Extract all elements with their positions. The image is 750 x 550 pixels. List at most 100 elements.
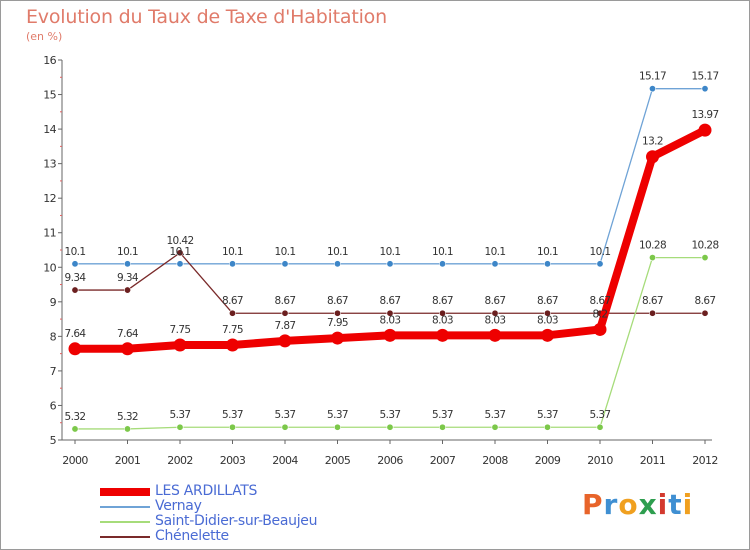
legend-item-chenelette[interactable]: Chénelette <box>100 529 317 544</box>
data-label: 10.1 <box>65 246 86 258</box>
data-point <box>386 260 394 268</box>
data-label: 9.34 <box>65 272 87 284</box>
data-point <box>541 328 554 342</box>
data-label: 8.03 <box>380 314 401 326</box>
proxiti-logo: Proxiti <box>582 488 693 521</box>
x-tick-label: 2005 <box>325 454 351 467</box>
data-label: 10.1 <box>590 246 611 258</box>
data-label: 8.67 <box>432 295 453 307</box>
data-point <box>68 342 82 356</box>
data-point <box>386 423 394 431</box>
data-label: 7.87 <box>275 320 296 332</box>
x-tick-label: 2009 <box>535 454 561 467</box>
data-point <box>281 260 289 268</box>
data-point <box>701 254 709 262</box>
data-point <box>229 423 237 431</box>
data-point <box>648 85 656 93</box>
y-tick-label: 16 <box>43 54 56 67</box>
data-point <box>648 254 656 262</box>
data-label: 8.03 <box>432 314 453 326</box>
data-label: 5.37 <box>485 409 506 421</box>
y-tick-label: 13 <box>43 158 56 171</box>
data-label: 7.75 <box>170 324 191 336</box>
data-label: 8.67 <box>222 295 243 307</box>
data-point <box>543 260 551 268</box>
legend-swatch-les-ardillats <box>100 487 150 496</box>
legend-item-les-ardillats[interactable]: LES ARDILLATS <box>100 484 317 499</box>
logo-letter: P <box>582 488 604 521</box>
data-label: 15.17 <box>691 71 718 83</box>
data-point <box>121 342 134 356</box>
y-tick-label: 10 <box>43 261 56 274</box>
data-point <box>436 328 449 342</box>
data-point <box>173 338 187 352</box>
data-label: 5.32 <box>65 411 86 423</box>
data-point <box>543 309 551 317</box>
data-point <box>226 338 239 352</box>
y-tick-label: 7 <box>50 365 57 378</box>
data-label: 10.1 <box>170 246 191 258</box>
data-label: 10.1 <box>485 246 506 258</box>
logo-letter: r <box>603 488 619 521</box>
legend-item-vernay[interactable]: Vernay <box>100 499 317 514</box>
data-label: 10.28 <box>691 240 718 252</box>
data-point <box>701 309 709 317</box>
data-label: 8.67 <box>695 295 716 307</box>
logo-letter: x <box>638 488 658 521</box>
data-label: 8.67 <box>590 295 611 307</box>
data-point <box>383 328 397 342</box>
data-label: 10.1 <box>380 246 401 258</box>
x-tick-label: 2012 <box>692 454 718 467</box>
data-point <box>176 423 184 431</box>
data-label: 8.67 <box>275 295 296 307</box>
data-label: 7.75 <box>222 324 243 336</box>
data-label: 7.64 <box>65 328 87 340</box>
data-point <box>488 328 502 342</box>
legend-swatch-vernay <box>100 505 150 508</box>
data-label: 10.1 <box>432 246 453 258</box>
y-tick-label: 6 <box>50 399 57 412</box>
data-point <box>229 260 237 268</box>
data-point <box>124 286 132 294</box>
data-point <box>438 309 446 317</box>
legend-item-saint-didier[interactable]: Saint-Didier-sur-Beaujeu <box>100 514 317 529</box>
logo-letter: i <box>682 488 694 521</box>
data-label: 5.37 <box>380 409 401 421</box>
data-label: 5.37 <box>275 409 296 421</box>
y-tick-label: 14 <box>43 123 56 136</box>
x-tick-label: 2011 <box>640 454 666 467</box>
data-label: 13.97 <box>691 109 718 121</box>
data-label: 10.1 <box>327 246 348 258</box>
data-label: 5.37 <box>170 409 191 421</box>
data-point <box>438 423 446 431</box>
data-label: 7.95 <box>327 317 348 329</box>
data-point <box>698 123 712 137</box>
chart-unit: (en %) <box>26 30 63 43</box>
data-label: 10.42 <box>166 235 193 247</box>
x-tick-label: 2002 <box>167 454 193 467</box>
logo-letter: i <box>657 488 669 521</box>
legend-label: Saint-Didier-sur-Beaujeu <box>155 513 318 529</box>
data-label: 15.17 <box>639 71 666 83</box>
x-tick-label: 2008 <box>482 454 508 467</box>
data-label: 10.1 <box>275 246 296 258</box>
data-point <box>229 309 237 317</box>
x-tick-label: 2010 <box>587 454 613 467</box>
x-tick-label: 2001 <box>115 454 141 467</box>
data-point <box>438 260 446 268</box>
data-point <box>176 260 184 268</box>
data-label: 8.67 <box>327 295 348 307</box>
data-label: 8.67 <box>485 295 506 307</box>
y-tick-label: 5 <box>50 434 57 447</box>
data-point <box>333 260 341 268</box>
x-tick-label: 2007 <box>430 454 456 467</box>
data-label: 8.03 <box>485 314 506 326</box>
data-label: 8.67 <box>380 295 401 307</box>
data-point <box>278 334 292 348</box>
data-label: 9.34 <box>117 272 139 284</box>
y-tick-label: 9 <box>50 296 57 309</box>
data-point <box>124 260 132 268</box>
data-point <box>593 322 607 336</box>
